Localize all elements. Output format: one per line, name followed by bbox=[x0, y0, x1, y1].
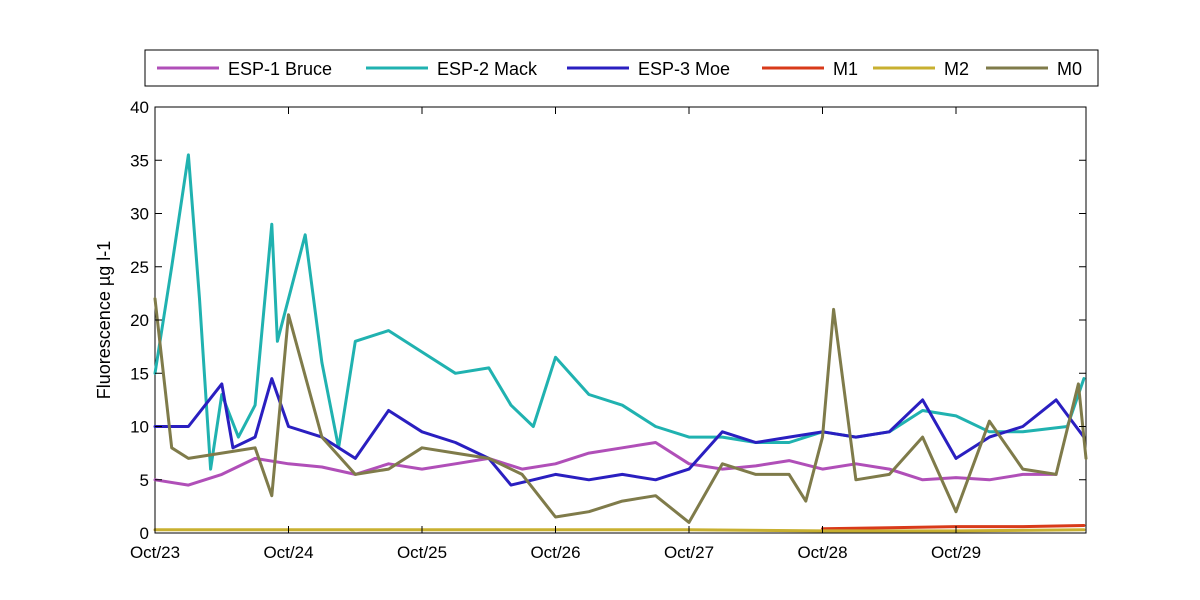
x-tick-label: Oct/27 bbox=[664, 543, 714, 562]
x-tick-label: Oct/26 bbox=[530, 543, 580, 562]
legend-label: ESP-2 Mack bbox=[437, 59, 538, 79]
x-tick-label: Oct/28 bbox=[797, 543, 847, 562]
x-tick-label: Oct/25 bbox=[397, 543, 447, 562]
y-tick-label: 40 bbox=[130, 98, 149, 117]
y-tick-label: 35 bbox=[130, 151, 149, 170]
legend: ESP-1 Bruce ESP-2 Mack ESP-3 Moe M1 M2 M0 bbox=[144, 49, 1099, 87]
legend-label: M0 bbox=[1057, 59, 1082, 79]
y-axis-label: Fluorescence µg l-1 bbox=[94, 241, 114, 399]
legend-label: M2 bbox=[944, 59, 969, 79]
x-tick-label: Oct/23 bbox=[130, 543, 180, 562]
legend-label: M1 bbox=[833, 59, 858, 79]
y-tick-label: 20 bbox=[130, 311, 149, 330]
series-line-m2 bbox=[153, 528, 1086, 533]
series-line-esp-3-moe bbox=[153, 377, 1086, 487]
legend-label: ESP-3 Moe bbox=[638, 59, 730, 79]
legend-label: ESP-1 Bruce bbox=[228, 59, 332, 79]
x-tick-label: Oct/24 bbox=[263, 543, 313, 562]
y-tick-label: 5 bbox=[140, 471, 149, 490]
y-tick-label: 0 bbox=[140, 524, 149, 543]
y-tick-label: 15 bbox=[130, 364, 149, 383]
series-layer bbox=[153, 153, 1088, 533]
axes-layer: 0 5 10 15 20 25 30 35 40 Oct/23 Oct/24 Oct/25 Oct/26… bbox=[130, 98, 1086, 562]
x-tick-label: Oct/29 bbox=[931, 543, 981, 562]
y-tick-label: 25 bbox=[130, 258, 149, 277]
series-line-m0 bbox=[153, 297, 1088, 524]
series-line-esp-1-bruce bbox=[153, 441, 1058, 487]
y-tick-label: 10 bbox=[130, 418, 149, 437]
y-tick-label: 30 bbox=[130, 205, 149, 224]
